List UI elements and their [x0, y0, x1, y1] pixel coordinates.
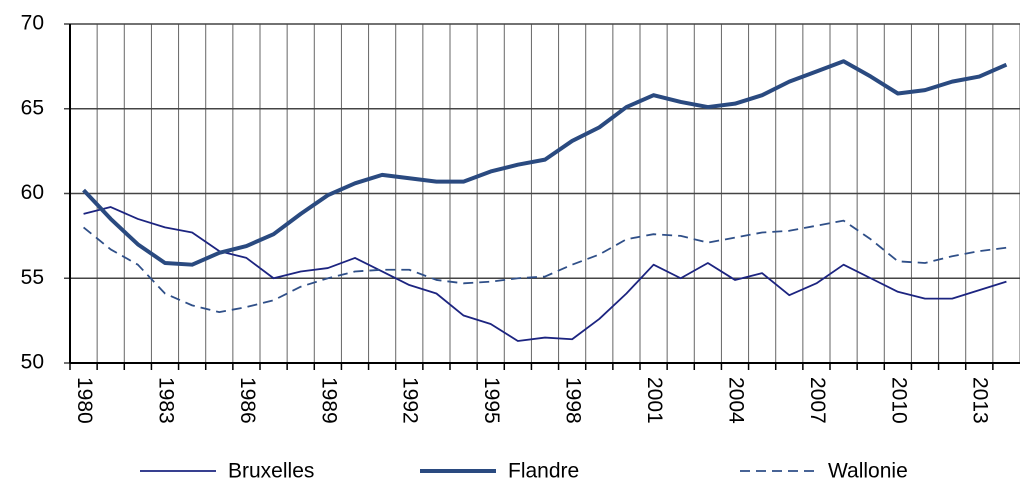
y-tick-label: 60	[21, 181, 44, 204]
series-line	[82, 59, 1008, 267]
series-line	[83, 206, 1007, 342]
x-tick-label: 2001	[643, 377, 666, 424]
y-tick-label: 55	[21, 266, 44, 289]
y-tick-label: 50	[21, 351, 44, 374]
series-line	[83, 219, 1007, 314]
x-tick-label: 2007	[806, 377, 829, 424]
x-tick-label: 2004	[724, 377, 747, 424]
x-tick-label: 2013	[969, 377, 992, 424]
x-tick-label: 1983	[154, 377, 177, 424]
x-tick-label: 1989	[317, 377, 340, 424]
legend-label: Flandre	[508, 460, 579, 483]
x-tick-label: 1980	[73, 377, 96, 424]
x-tick-label: 1995	[480, 377, 503, 424]
legend-label: Wallonie	[828, 460, 908, 483]
y-tick-label: 65	[21, 96, 44, 119]
x-tick-label: 1992	[399, 377, 422, 424]
x-tick-label: 1998	[562, 377, 585, 424]
x-tick-label: 2010	[887, 377, 910, 424]
x-tick-label: 1986	[236, 377, 259, 424]
y-tick-label: 70	[21, 12, 44, 35]
legend-label: Bruxelles	[228, 460, 314, 483]
